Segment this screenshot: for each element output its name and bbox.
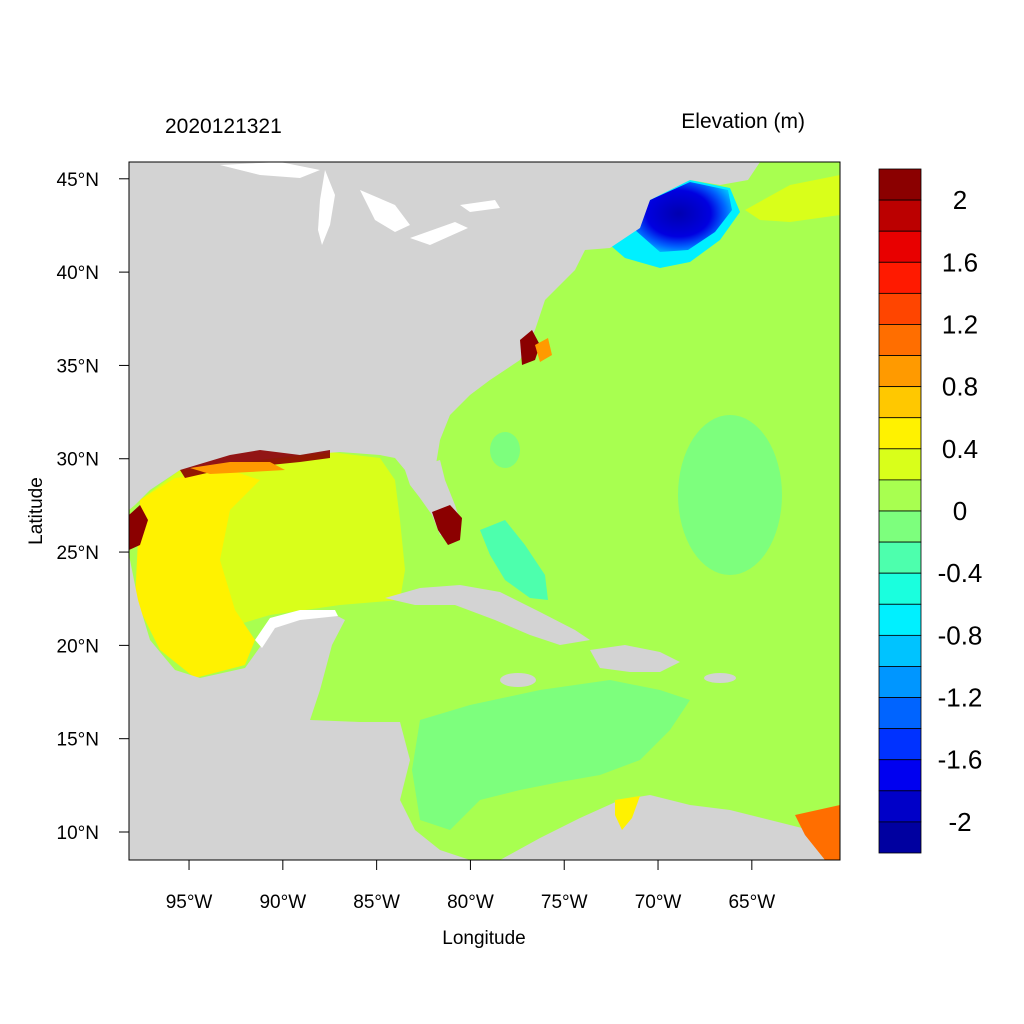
lake-ontario [460, 200, 500, 212]
x-axis-label: Longitude [442, 928, 525, 949]
colorbar-label: 2 [953, 185, 967, 215]
venezuela-high-patch [615, 796, 640, 830]
colorbar-segment [878, 728, 922, 761]
north-america-land [129, 162, 760, 520]
colorbar-segment [878, 199, 922, 232]
run-timestamp-title: 2020121321 [165, 115, 282, 138]
lake-erie [410, 222, 468, 245]
colorbar-segment [878, 292, 922, 325]
colorbar-segment [878, 479, 922, 512]
colorbar-segment [878, 448, 922, 481]
texas-coast-high [129, 505, 148, 550]
colorbar-label: 0.8 [942, 372, 978, 402]
lon-tick-label: 70°W [635, 892, 682, 913]
colorbar-label: -0.4 [938, 558, 983, 588]
lat-tick-label: 25°N [57, 543, 99, 564]
colorbar-segment [878, 541, 922, 574]
colorbar-label: -2 [948, 807, 971, 837]
variable-title: Elevation (m) [681, 110, 805, 133]
colorbar-segment [878, 230, 922, 263]
colorbar [878, 168, 922, 854]
colorbar-segment [878, 697, 922, 730]
colorbar-label: -1.2 [938, 683, 983, 713]
y-axis-label: Latitude [26, 477, 47, 545]
lat-tick-label: 40°N [57, 263, 99, 284]
lon-tick-label: 95°W [166, 892, 213, 913]
cuba-land [385, 585, 590, 645]
lon-tick-label: 80°W [447, 892, 494, 913]
longitude-axis: 95°W 90°W 85°W 80°W 75°W 70°W 65°W [166, 860, 775, 913]
lat-tick-label: 30°N [57, 450, 99, 471]
lake-michigan [318, 170, 335, 245]
colorbar-segment [878, 168, 922, 201]
guiana-high-patch [795, 805, 840, 860]
colorbar-segment [878, 634, 922, 667]
lat-tick-label: 45°N [57, 170, 99, 191]
lon-tick-label: 75°W [541, 892, 588, 913]
lon-tick-label: 85°W [353, 892, 400, 913]
south-america-land [500, 795, 840, 860]
colorbar-segment [878, 324, 922, 356]
colorbar-label: 1.2 [942, 309, 978, 339]
lake-superior [220, 162, 320, 178]
latitude-axis: 45°N 40°N 35°N 30°N 25°N 20°N 15°N 10°N [57, 170, 129, 844]
colorbar-segment [878, 759, 922, 792]
bahamas-low-region [480, 520, 548, 600]
louisiana-coast-high [190, 462, 285, 474]
colorbar-segment [878, 417, 922, 450]
colorbar-segment [878, 572, 922, 605]
mexico-coast-strip [255, 610, 338, 648]
colorbar-segment [878, 821, 922, 854]
lon-tick-label: 90°W [259, 892, 306, 913]
colorbar-labels: 2 1.6 1.2 0.8 0.4 0 -0.4 -0.8 -1.2 -1.6 -2 [938, 185, 983, 837]
atlantic-gyre-low [678, 415, 782, 575]
map-panel [129, 162, 840, 860]
hispaniola-land [590, 645, 680, 672]
carolina-coast-high [520, 330, 540, 365]
northeast-elevated-region [745, 175, 840, 222]
colorbar-label: -1.6 [938, 745, 983, 775]
lat-tick-label: 15°N [57, 730, 99, 751]
mexico-central-america-land [129, 555, 470, 860]
lat-tick-label: 35°N [57, 356, 99, 377]
ocean-low-patch [490, 432, 520, 468]
colorbar-segment [878, 603, 922, 636]
caribbean-low-region [412, 680, 690, 830]
western-gulf-high-region [135, 470, 260, 678]
colorbar-label: 1.6 [942, 247, 978, 277]
lat-tick-label: 20°N [57, 636, 99, 657]
colorbar-label: 0.4 [942, 434, 978, 464]
outer-banks-high [535, 338, 552, 362]
gulf-of-maine-core [635, 182, 732, 252]
colorbar-segment [878, 666, 922, 698]
colorbar-segment [878, 510, 922, 543]
south-florida-high [432, 505, 462, 545]
colorbar-label: -0.8 [938, 620, 983, 650]
colorbar-segment [878, 261, 922, 294]
lake-huron [360, 190, 410, 232]
jamaica-land [500, 673, 536, 687]
lon-tick-label: 65°W [728, 892, 775, 913]
lat-tick-label: 10°N [57, 823, 99, 844]
puerto-rico-land [704, 673, 736, 683]
colorbar-segment [878, 355, 922, 388]
map-frame [128, 161, 841, 861]
colorbar-segment [878, 790, 922, 823]
colorbar-label: 0 [953, 496, 967, 526]
colorbar-segment [878, 386, 922, 419]
